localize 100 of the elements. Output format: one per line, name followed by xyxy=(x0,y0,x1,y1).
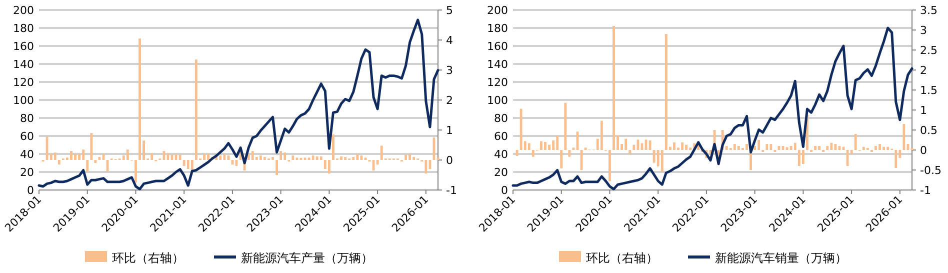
bar xyxy=(600,120,603,150)
bar xyxy=(770,144,772,150)
y2-tick-label: -1 xyxy=(446,184,457,197)
bar xyxy=(320,156,322,160)
bar xyxy=(564,102,567,150)
bar xyxy=(126,150,129,160)
y-tick-label: 140 xyxy=(487,58,508,71)
bar xyxy=(360,156,363,160)
bar xyxy=(624,138,628,150)
bar xyxy=(247,154,250,160)
bar xyxy=(826,146,829,150)
bar xyxy=(834,144,837,150)
bar xyxy=(568,150,571,157)
y2-tick-label: 3 xyxy=(920,24,927,37)
y-tick-label: 80 xyxy=(20,112,34,125)
y2-tick-label: -0.5 xyxy=(920,164,942,177)
y2-tick-label: 1 xyxy=(920,104,927,117)
y-tick-label: 140 xyxy=(13,58,34,71)
bar xyxy=(340,156,342,160)
bar xyxy=(186,160,190,169)
bar xyxy=(862,146,865,150)
y-tick-label: 120 xyxy=(487,76,508,89)
bar xyxy=(263,157,266,160)
bar xyxy=(612,26,615,150)
bar xyxy=(628,150,632,154)
y2-tick-label: 3.5 xyxy=(920,4,938,17)
bar xyxy=(894,150,898,168)
y2-tick-label: 2 xyxy=(446,94,453,107)
y2-tick-label: 0 xyxy=(920,144,927,157)
bar xyxy=(902,124,906,150)
y-tick-label: 60 xyxy=(20,130,34,143)
bar xyxy=(681,142,684,150)
bar xyxy=(162,151,166,160)
bar xyxy=(328,160,330,174)
bar xyxy=(292,156,294,160)
bar xyxy=(850,150,853,154)
bar xyxy=(280,151,282,160)
bar xyxy=(276,160,278,175)
bar xyxy=(552,140,555,150)
bar xyxy=(203,154,206,160)
y2-tick-label: 0.5 xyxy=(920,124,938,137)
y-tick-label: 180 xyxy=(487,22,508,35)
bar xyxy=(74,154,76,160)
bar xyxy=(548,144,550,150)
bar xyxy=(854,134,857,150)
bar xyxy=(98,157,101,160)
bar xyxy=(660,150,664,172)
bar xyxy=(86,160,89,172)
bar xyxy=(556,136,559,150)
bar xyxy=(802,150,804,164)
bar xyxy=(673,142,676,150)
y-tick-label: 120 xyxy=(13,76,34,89)
y2-tick-label: 3 xyxy=(446,64,453,77)
bar xyxy=(520,108,522,150)
bar xyxy=(207,154,210,160)
bar xyxy=(540,141,542,150)
bar xyxy=(316,156,318,160)
bar xyxy=(272,157,274,160)
bar xyxy=(404,154,407,160)
bar xyxy=(356,154,359,160)
y-tick-label: 80 xyxy=(494,112,508,125)
bar xyxy=(737,146,740,150)
bar xyxy=(182,160,186,166)
y-tick-label: 200 xyxy=(487,4,508,17)
bar xyxy=(733,144,736,150)
bar xyxy=(608,150,611,182)
bar xyxy=(408,154,411,160)
bar xyxy=(178,154,182,160)
bar xyxy=(138,38,141,160)
y-tick-label: 0 xyxy=(501,184,508,197)
bar xyxy=(231,160,234,164)
legend-label: 新能源汽车销量（万辆） xyxy=(715,251,847,265)
legend-label: 环比（右轴） xyxy=(586,251,658,265)
y-tick-label: 20 xyxy=(494,166,508,179)
bar xyxy=(223,154,226,160)
y2-tick-label: 0 xyxy=(446,154,453,167)
bar xyxy=(90,133,93,160)
bar xyxy=(251,151,254,160)
bar xyxy=(685,144,688,150)
bar xyxy=(886,146,890,150)
bar xyxy=(46,136,48,160)
bar xyxy=(746,144,748,150)
bar xyxy=(838,146,841,150)
y2-tick-label: -1 xyxy=(920,184,931,197)
y-tick-label: 200 xyxy=(13,4,34,17)
bar xyxy=(70,151,72,160)
bar xyxy=(194,60,198,160)
bar xyxy=(150,153,154,160)
bar xyxy=(766,144,768,150)
bar xyxy=(882,146,885,150)
bar xyxy=(544,142,546,150)
y-tick-label: 40 xyxy=(20,148,34,161)
bar xyxy=(312,156,314,160)
bar xyxy=(284,152,286,160)
bar xyxy=(58,160,60,164)
bar xyxy=(219,156,222,160)
bar xyxy=(636,140,640,150)
bar xyxy=(794,142,796,150)
bar xyxy=(758,140,760,150)
bar xyxy=(830,142,833,150)
